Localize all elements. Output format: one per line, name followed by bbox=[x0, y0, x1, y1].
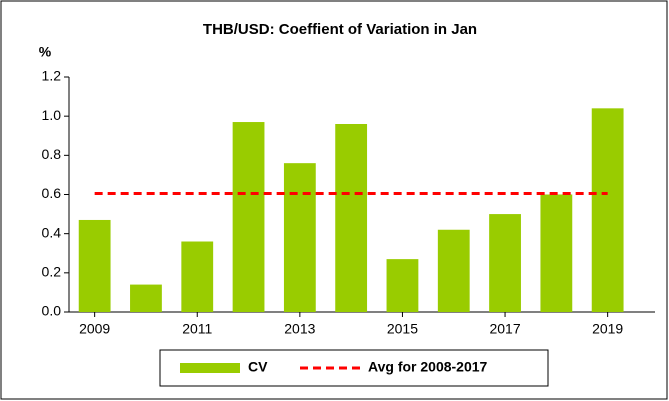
y-tick-label: 0.0 bbox=[42, 303, 62, 319]
bar bbox=[540, 194, 573, 312]
bar bbox=[181, 241, 214, 312]
x-tick-label: 2019 bbox=[592, 321, 623, 337]
y-tick-label: 1.0 bbox=[42, 107, 62, 123]
bar bbox=[130, 284, 162, 312]
x-tick-label: 2011 bbox=[182, 321, 212, 337]
legend-swatch bbox=[180, 363, 240, 373]
bar bbox=[386, 259, 419, 312]
bar bbox=[78, 219, 111, 312]
chart-title: THB/USD: Coeffient of Variation in Jan bbox=[203, 21, 477, 38]
bar bbox=[335, 124, 368, 312]
bar bbox=[489, 214, 521, 312]
x-tick-label: 2009 bbox=[79, 321, 110, 337]
y-axis-label: % bbox=[39, 44, 52, 60]
bar bbox=[283, 163, 316, 312]
y-tick-label: 0.2 bbox=[42, 264, 62, 280]
bar bbox=[437, 229, 470, 312]
y-tick-label: 0.4 bbox=[42, 224, 62, 240]
bar bbox=[591, 108, 624, 312]
x-tick-label: 2015 bbox=[387, 321, 418, 337]
y-tick-label: 1.2 bbox=[42, 68, 62, 84]
bar bbox=[232, 122, 265, 313]
y-tick-label: 0.8 bbox=[42, 146, 62, 162]
legend-label: Avg for 2008-2017 bbox=[368, 359, 488, 375]
x-tick-label: 2013 bbox=[284, 321, 315, 337]
legend-label: CV bbox=[248, 359, 268, 375]
x-tick-label: 2017 bbox=[489, 321, 520, 337]
y-tick-label: 0.6 bbox=[42, 185, 62, 201]
